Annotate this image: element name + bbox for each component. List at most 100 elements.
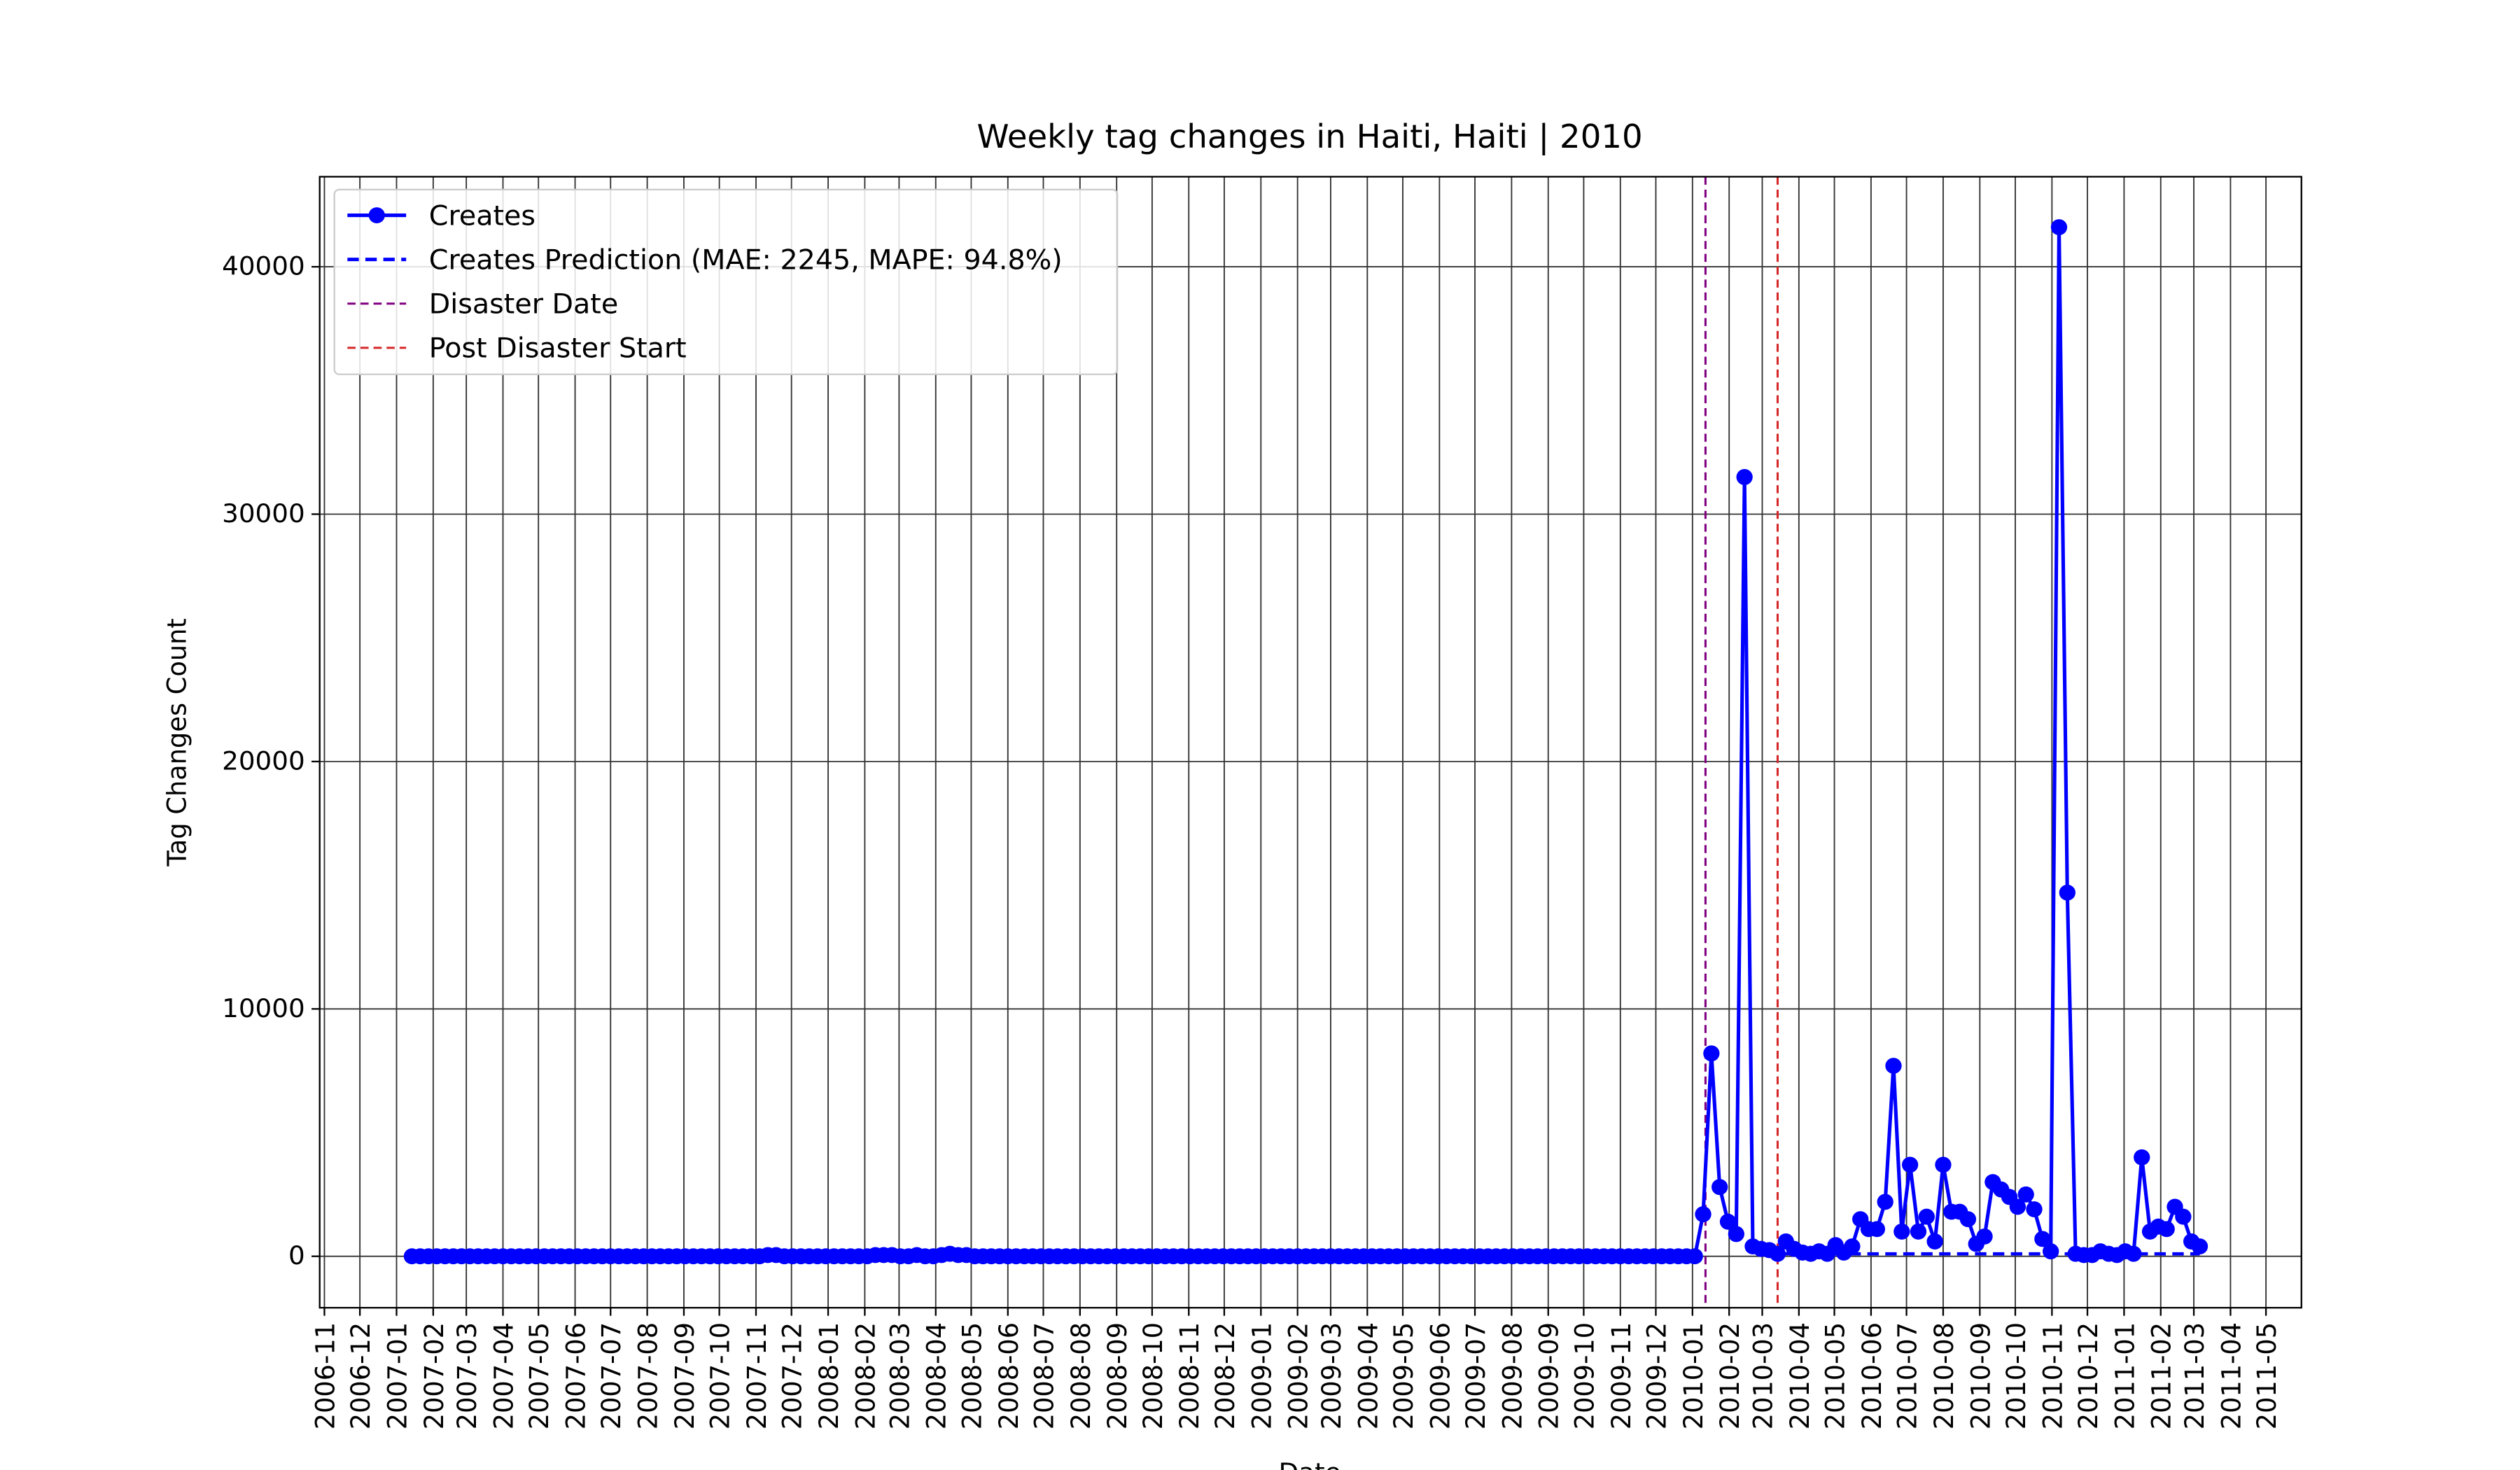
plot-frame (318, 176, 2302, 1309)
legend-label: Creates Prediction (MAE: 2245, MAPE: 94.… (429, 245, 1063, 276)
data-point (2134, 1149, 2150, 1166)
x-tick-label: 2008-12 (1210, 1322, 1240, 1429)
x-tick-label: 2009-06 (1425, 1322, 1455, 1429)
x-tick-label: 2011-05 (2252, 1322, 2282, 1429)
series-line (412, 227, 2201, 1259)
x-tick-label: 2008-07 (1029, 1322, 1059, 1429)
y-tick-label: 30000 (222, 498, 305, 528)
x-tick-label: 2008-08 (1066, 1322, 1096, 1429)
data-point (2026, 1201, 2043, 1218)
x-tick-label: 2009-03 (1317, 1322, 1347, 1429)
plot-marks (403, 176, 2208, 1308)
x-tick-label: 2007-03 (452, 1322, 482, 1429)
data-point (2017, 1186, 2034, 1203)
x-tick-label: 2007-07 (596, 1322, 626, 1429)
x-tick-label: 2007-02 (419, 1322, 449, 1429)
data-point (1935, 1156, 1952, 1173)
x-tick-label: 2010-04 (1785, 1322, 1815, 1429)
x-tick-label: 2009-10 (1569, 1322, 1600, 1429)
x-tick-label: 2007-10 (705, 1322, 735, 1429)
data-point (1893, 1223, 1910, 1240)
x-tick-label: 2010-11 (2038, 1322, 2068, 1429)
legend: Creates Creates Prediction (MAE: 2245, MA… (333, 188, 1119, 375)
x-tick-label: 2007-04 (489, 1322, 519, 1429)
legend-label: Disaster Date (429, 289, 618, 321)
data-point (2059, 884, 2076, 901)
x-tick-label: 2010-12 (2073, 1322, 2104, 1429)
x-tick-label: 2007-08 (633, 1322, 663, 1429)
x-tick-label: 2011-03 (2180, 1322, 2210, 1429)
x-tick-label: 2009-11 (1606, 1322, 1637, 1429)
y-tick-label: 40000 (222, 251, 305, 281)
x-tick-label: 2006-12 (346, 1322, 376, 1429)
data-point (1959, 1211, 1977, 1228)
x-tick-label: 2009-01 (1247, 1322, 1277, 1429)
data-point (1695, 1206, 1712, 1223)
x-tick-label: 2008-05 (957, 1322, 987, 1429)
x-tick-label: 2010-07 (1892, 1322, 1922, 1429)
data-point (1910, 1223, 1927, 1240)
y-tick-label: 0 (288, 1240, 305, 1270)
x-tick-label: 2007-12 (777, 1322, 807, 1429)
legend-label: Post Disaster Start (429, 333, 687, 365)
data-point (1901, 1156, 1919, 1173)
data-point (1877, 1194, 1893, 1210)
y-axis-label: Tag Changes Count (162, 618, 192, 867)
chart-title: Weekly tag changes in Haiti, Haiti | 201… (976, 118, 1642, 156)
x-tick-label: 2008-01 (814, 1322, 844, 1429)
x-tick-label: 2006-11 (310, 1322, 340, 1429)
data-point (1686, 1248, 1703, 1265)
x-tick-label: 2010-09 (1966, 1322, 1996, 1429)
x-tick-label: 2007-05 (524, 1322, 554, 1429)
y-tick-label: 10000 (222, 993, 305, 1023)
x-tick-label: 2008-03 (885, 1322, 915, 1429)
x-tick-label: 2009-09 (1534, 1322, 1564, 1429)
legend-label: Creates (429, 201, 536, 232)
data-point (1926, 1233, 1943, 1250)
data-point (2191, 1238, 2208, 1255)
data-point (1736, 469, 1753, 485)
x-tick-label: 2007-09 (670, 1322, 700, 1429)
x-tick-label: 2011-01 (2110, 1322, 2140, 1429)
x-tick-label: 2008-09 (1102, 1322, 1133, 1429)
x-tick-label: 2008-06 (994, 1322, 1024, 1429)
x-tick-label: 2008-10 (1138, 1322, 1168, 1429)
data-point (1712, 1179, 1728, 1196)
data-point (1976, 1228, 1993, 1245)
x-tick-label: 2007-01 (382, 1322, 412, 1429)
data-point (2043, 1243, 2059, 1260)
x-tick-label: 2009-08 (1497, 1322, 1527, 1429)
data-point (2009, 1198, 2026, 1215)
data-point (1728, 1226, 1744, 1242)
data-point (2175, 1208, 2192, 1225)
legend-box (333, 188, 1119, 375)
x-tick-label: 2008-11 (1175, 1322, 1205, 1429)
x-tick-label: 2007-11 (742, 1322, 772, 1429)
x-tick-label: 2009-05 (1389, 1322, 1419, 1429)
data-point (1885, 1058, 1902, 1074)
x-tick-label: 2008-02 (850, 1322, 881, 1429)
x-tick-label: 2010-10 (2001, 1322, 2031, 1429)
x-tick-label: 2010-03 (1748, 1322, 1778, 1429)
x-tick-label: 2011-04 (2216, 1322, 2246, 1429)
x-tick-label: 2010-02 (1715, 1322, 1745, 1429)
data-point (2034, 1231, 2051, 1247)
x-tick-label: 2010-05 (1820, 1322, 1850, 1429)
x-tick-label: 2009-04 (1353, 1322, 1383, 1429)
x-tick-label: 2007-06 (561, 1322, 591, 1429)
data-point (1918, 1208, 1935, 1225)
x-tick-label: 2010-08 (1929, 1322, 1959, 1429)
x-tick-label: 2011-02 (2146, 1322, 2176, 1429)
x-tick-label: 2010-01 (1679, 1322, 1709, 1429)
data-point (1719, 1213, 1737, 1230)
data-point (2125, 1245, 2142, 1262)
data-point (2158, 1221, 2175, 1238)
data-point (1844, 1238, 1861, 1255)
x-tick-label: 2008-04 (921, 1322, 951, 1429)
data-point (1703, 1045, 1720, 1062)
legend-marker (368, 207, 385, 224)
x-tick-label: 2009-07 (1461, 1322, 1491, 1429)
